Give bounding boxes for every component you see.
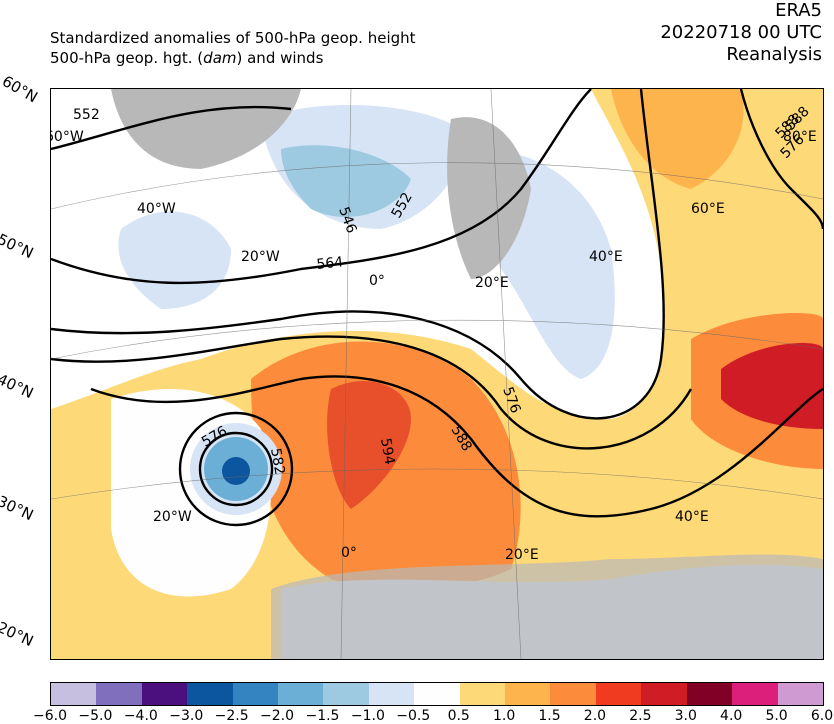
lon-label-0-south: 0° [341,545,357,561]
lon-label-60e: 60°E [691,201,725,217]
product-label: Reanalysis [726,44,822,65]
colorbar-tick-label: 6.0 [810,708,834,724]
lat-label-30n: 30°N [0,492,37,525]
contour-552 [51,105,292,151]
colorbar-tick-label: −3.0 [169,708,204,724]
colorbar-tick-label: 3.0 [674,708,697,724]
contour-582 [51,335,693,450]
colorbar-swatch [505,683,551,705]
colorbar-tick-label: −6.0 [33,708,67,724]
dataset-label: ERA5 [775,0,822,21]
colorbar-tick-label: −4.0 [123,708,158,724]
colorbar-tick-label: 4.0 [720,708,743,724]
colorbar-tick-label: −2.5 [214,708,249,724]
lon-label-80e: 80°E [783,129,817,145]
graticule-parallel-40 [51,319,823,360]
colorbar-tick-label: −0.5 [396,708,431,724]
contour-576 [51,89,665,420]
contour-588 [90,375,823,518]
contour-cutoff-low-582 [178,411,294,527]
contour-label-552-west: 552 [73,107,100,123]
map-panel[interactable]: 552 546 552 564 576 576 582 588 594 588 … [50,88,824,660]
lat-label-50n: 50°N [0,230,37,263]
lon-label-60w: 60°W [51,129,84,145]
colorbar-tick-label: 5.0 [765,708,788,724]
colorbar-swatch [96,683,142,705]
contour-ne-trough [739,89,823,230]
subtitle-suffix: ) and winds [236,49,324,67]
colorbar-swatch [777,683,823,705]
subtitle-unit: dam [203,49,237,67]
lon-label-40e-south: 40°E [675,509,709,525]
colorbar-swatch [550,683,596,705]
colorbar-swatch [368,683,415,705]
colorbar-swatch [414,683,460,705]
colorbar-tick-label: 0.5 [447,708,470,724]
anomaly-fill-negative-west [118,211,231,309]
landmass-greenland [111,89,301,169]
lat-label-60n: 60°N [0,72,41,107]
lon-label-20w-south: 20°W [153,509,192,525]
graticule-parallel-30 [51,468,823,500]
map-title: Standardized anomalies of 500-hPa geop. … [50,29,416,47]
colorbar-ticks: −6.0 −5.0 −4.0 −3.0 −2.5 −2.0 −1.5 −1.0 −0.5 0.5 1… [33,708,833,724]
colorbar-swatch [732,683,778,705]
colorbar-tick-label: −1.0 [350,708,385,724]
anomaly-fill-cutoff-low-core [222,457,250,485]
colorbar-swatch [187,683,233,705]
contour-564 [51,89,592,285]
contour-label-582: 582 [267,447,287,476]
contour-label-564: 564 [316,254,344,273]
lat-label-20n: 20°N [0,618,37,651]
landmass-scandinavia [447,117,531,279]
graticule-meridian-20e [490,89,522,659]
colorbar-swatch [323,683,369,705]
lon-label-40w: 40°W [137,201,176,217]
graticule-parallel-50 [51,162,823,210]
lon-label-0-north: 0° [369,273,385,289]
colorbar-swatch [459,683,506,705]
colorbar-swatch [686,683,733,705]
subtitle-prefix: 500-hPa geop. hgt. ( [50,49,204,67]
map-subtitle: 500-hPa geop. hgt. (dam) and winds [50,48,416,68]
colorbar [50,682,824,706]
colorbar-tick-label: 1.0 [492,708,516,724]
colorbar-swatch [232,683,279,705]
contour-cutoff-low-576 [198,431,274,507]
map-meta-block: ERA5 20220718 00 UTC Reanalysis [660,0,822,66]
anomaly-fill-negative-north-core [281,145,411,218]
datetime-label: 20220718 00 UTC [660,22,822,43]
colorbar-swatch [141,683,188,705]
colorbar-tick-label: −5.0 [78,708,113,724]
lon-label-40e-north: 40°E [589,249,623,265]
colorbar-tick-label: 2.5 [629,708,652,724]
map-canvas: 552 546 552 564 576 576 582 588 594 588 … [51,89,823,659]
colorbar-swatch [278,683,324,705]
anomaly-fill-positive-east-core [721,343,823,429]
graticule-meridian-0 [340,89,352,659]
map-title-block: Standardized anomalies of 500-hPa geop. … [50,28,416,68]
colorbar-swatch [51,683,97,705]
colorbar-tick-label: 1.5 [538,708,561,724]
colorbar-swatch [641,683,687,705]
lat-label-40n: 40°N [0,370,37,403]
contour-label-594: 594 [377,437,397,466]
colorbar-tick-label: 2.0 [583,708,607,724]
anomaly-fill-positive-core [327,380,411,509]
lon-label-20e-north: 20°E [475,275,509,291]
lon-label-20e-south: 20°E [505,547,539,563]
colorbar-swatch [595,683,642,705]
colorbar-tick-label: −2.0 [260,708,295,724]
landmass-africa [271,554,823,659]
lon-label-20w-north: 20°W [241,249,280,265]
colorbar-tick-label: −1.5 [305,708,340,724]
